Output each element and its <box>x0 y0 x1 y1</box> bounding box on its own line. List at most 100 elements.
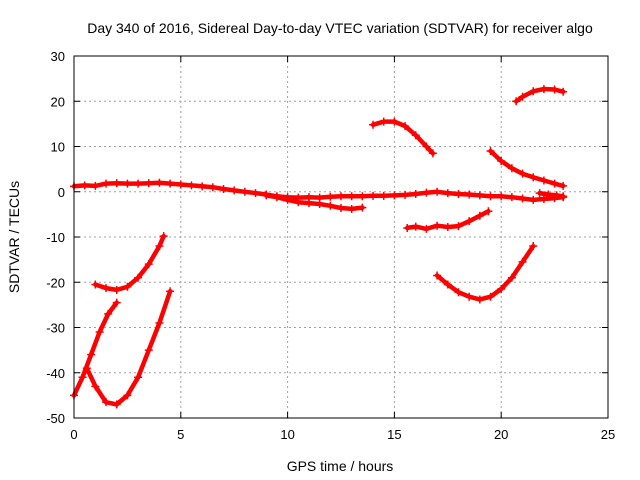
data-point <box>443 280 452 289</box>
series-arc-2 <box>262 191 367 213</box>
data-point <box>539 85 548 94</box>
data-point <box>78 373 87 382</box>
y-tick-label: -30 <box>46 321 65 336</box>
data-point <box>507 193 516 202</box>
data-point <box>87 350 96 359</box>
x-tick-label: 5 <box>177 427 184 442</box>
data-point <box>358 203 367 212</box>
data-point <box>518 169 527 178</box>
data-point <box>102 398 111 407</box>
data-point <box>443 223 452 232</box>
data-point <box>390 191 399 200</box>
data-point <box>379 117 388 126</box>
data-point <box>465 292 474 301</box>
data-point <box>403 223 412 232</box>
data-point <box>550 85 559 94</box>
data-point <box>559 181 568 190</box>
data-point <box>337 204 345 213</box>
x-tick-label: 0 <box>70 427 77 442</box>
chart-title: Day 340 of 2016, Sidereal Day-to-day VTE… <box>87 20 593 36</box>
data-point <box>104 309 113 318</box>
data-point <box>454 190 463 199</box>
data-point <box>497 285 506 294</box>
data-point <box>529 173 538 182</box>
series-arc-11 <box>535 189 568 201</box>
data-point <box>144 346 153 355</box>
data-point <box>134 373 143 382</box>
data-point <box>123 179 132 188</box>
data-point <box>240 187 249 196</box>
data-point <box>475 295 484 304</box>
series-layer <box>70 85 568 409</box>
y-tick-label: 0 <box>58 185 65 200</box>
data-point <box>91 382 100 391</box>
data-point <box>475 211 484 220</box>
data-point <box>82 364 91 373</box>
data-point <box>347 192 356 201</box>
data-point <box>518 92 527 101</box>
data-point <box>401 190 410 199</box>
data-point <box>112 179 121 188</box>
series-line <box>434 243 536 302</box>
data-point <box>187 181 196 190</box>
data-point <box>369 191 378 200</box>
data-point <box>112 400 121 409</box>
y-axis-label: SDTVAR / TECUs <box>6 181 22 293</box>
data-point <box>272 193 281 202</box>
data-point <box>550 179 559 188</box>
data-point <box>411 222 420 231</box>
data-point <box>422 142 431 151</box>
data-point <box>326 201 335 210</box>
data-point <box>454 222 463 231</box>
data-point <box>166 179 175 188</box>
data-point <box>219 185 228 194</box>
data-point <box>262 191 271 200</box>
data-point <box>144 260 153 269</box>
data-point <box>358 192 367 201</box>
x-tick-label: 20 <box>494 427 508 442</box>
data-point <box>304 199 313 208</box>
data-point <box>422 224 431 233</box>
data-point <box>539 194 548 203</box>
series-arc-9 <box>486 147 568 190</box>
data-point <box>433 187 442 196</box>
data-point <box>369 120 378 129</box>
data-point <box>123 282 132 291</box>
data-point <box>529 242 538 251</box>
data-point <box>465 190 474 199</box>
data-point <box>512 97 521 106</box>
data-point <box>497 156 506 165</box>
series-line <box>263 193 365 212</box>
y-tick-label: 20 <box>51 94 65 109</box>
y-tick-label: 10 <box>51 140 65 155</box>
ticks: 0 5 10 15 20 25 -50 -40 -30 -20 -10 0 10 20 30 <box>46 49 615 442</box>
data-point <box>529 87 538 96</box>
data-point <box>326 192 335 201</box>
data-point <box>102 284 111 293</box>
data-point <box>283 195 292 204</box>
series-arc-6 <box>369 117 437 158</box>
x-tick-label: 15 <box>387 427 401 442</box>
data-point <box>428 149 437 158</box>
series-line <box>71 300 119 398</box>
data-point <box>465 217 474 226</box>
data-point <box>486 192 495 201</box>
y-tick-label: -50 <box>46 411 65 426</box>
data-point <box>112 285 121 294</box>
data-point <box>411 131 420 140</box>
data-point <box>176 180 185 189</box>
data-point <box>433 221 442 230</box>
data-point <box>155 242 164 251</box>
data-point <box>155 318 164 327</box>
data-point <box>486 292 495 301</box>
data-point <box>230 186 239 195</box>
plot-frame <box>73 55 609 419</box>
data-point <box>484 207 493 216</box>
data-point <box>91 181 100 190</box>
series-arc-10 <box>512 85 568 106</box>
data-point <box>433 271 442 280</box>
data-point <box>518 257 527 266</box>
series-arc-5 <box>91 232 168 294</box>
y-tick-label: 30 <box>51 49 65 64</box>
data-point <box>102 179 111 188</box>
